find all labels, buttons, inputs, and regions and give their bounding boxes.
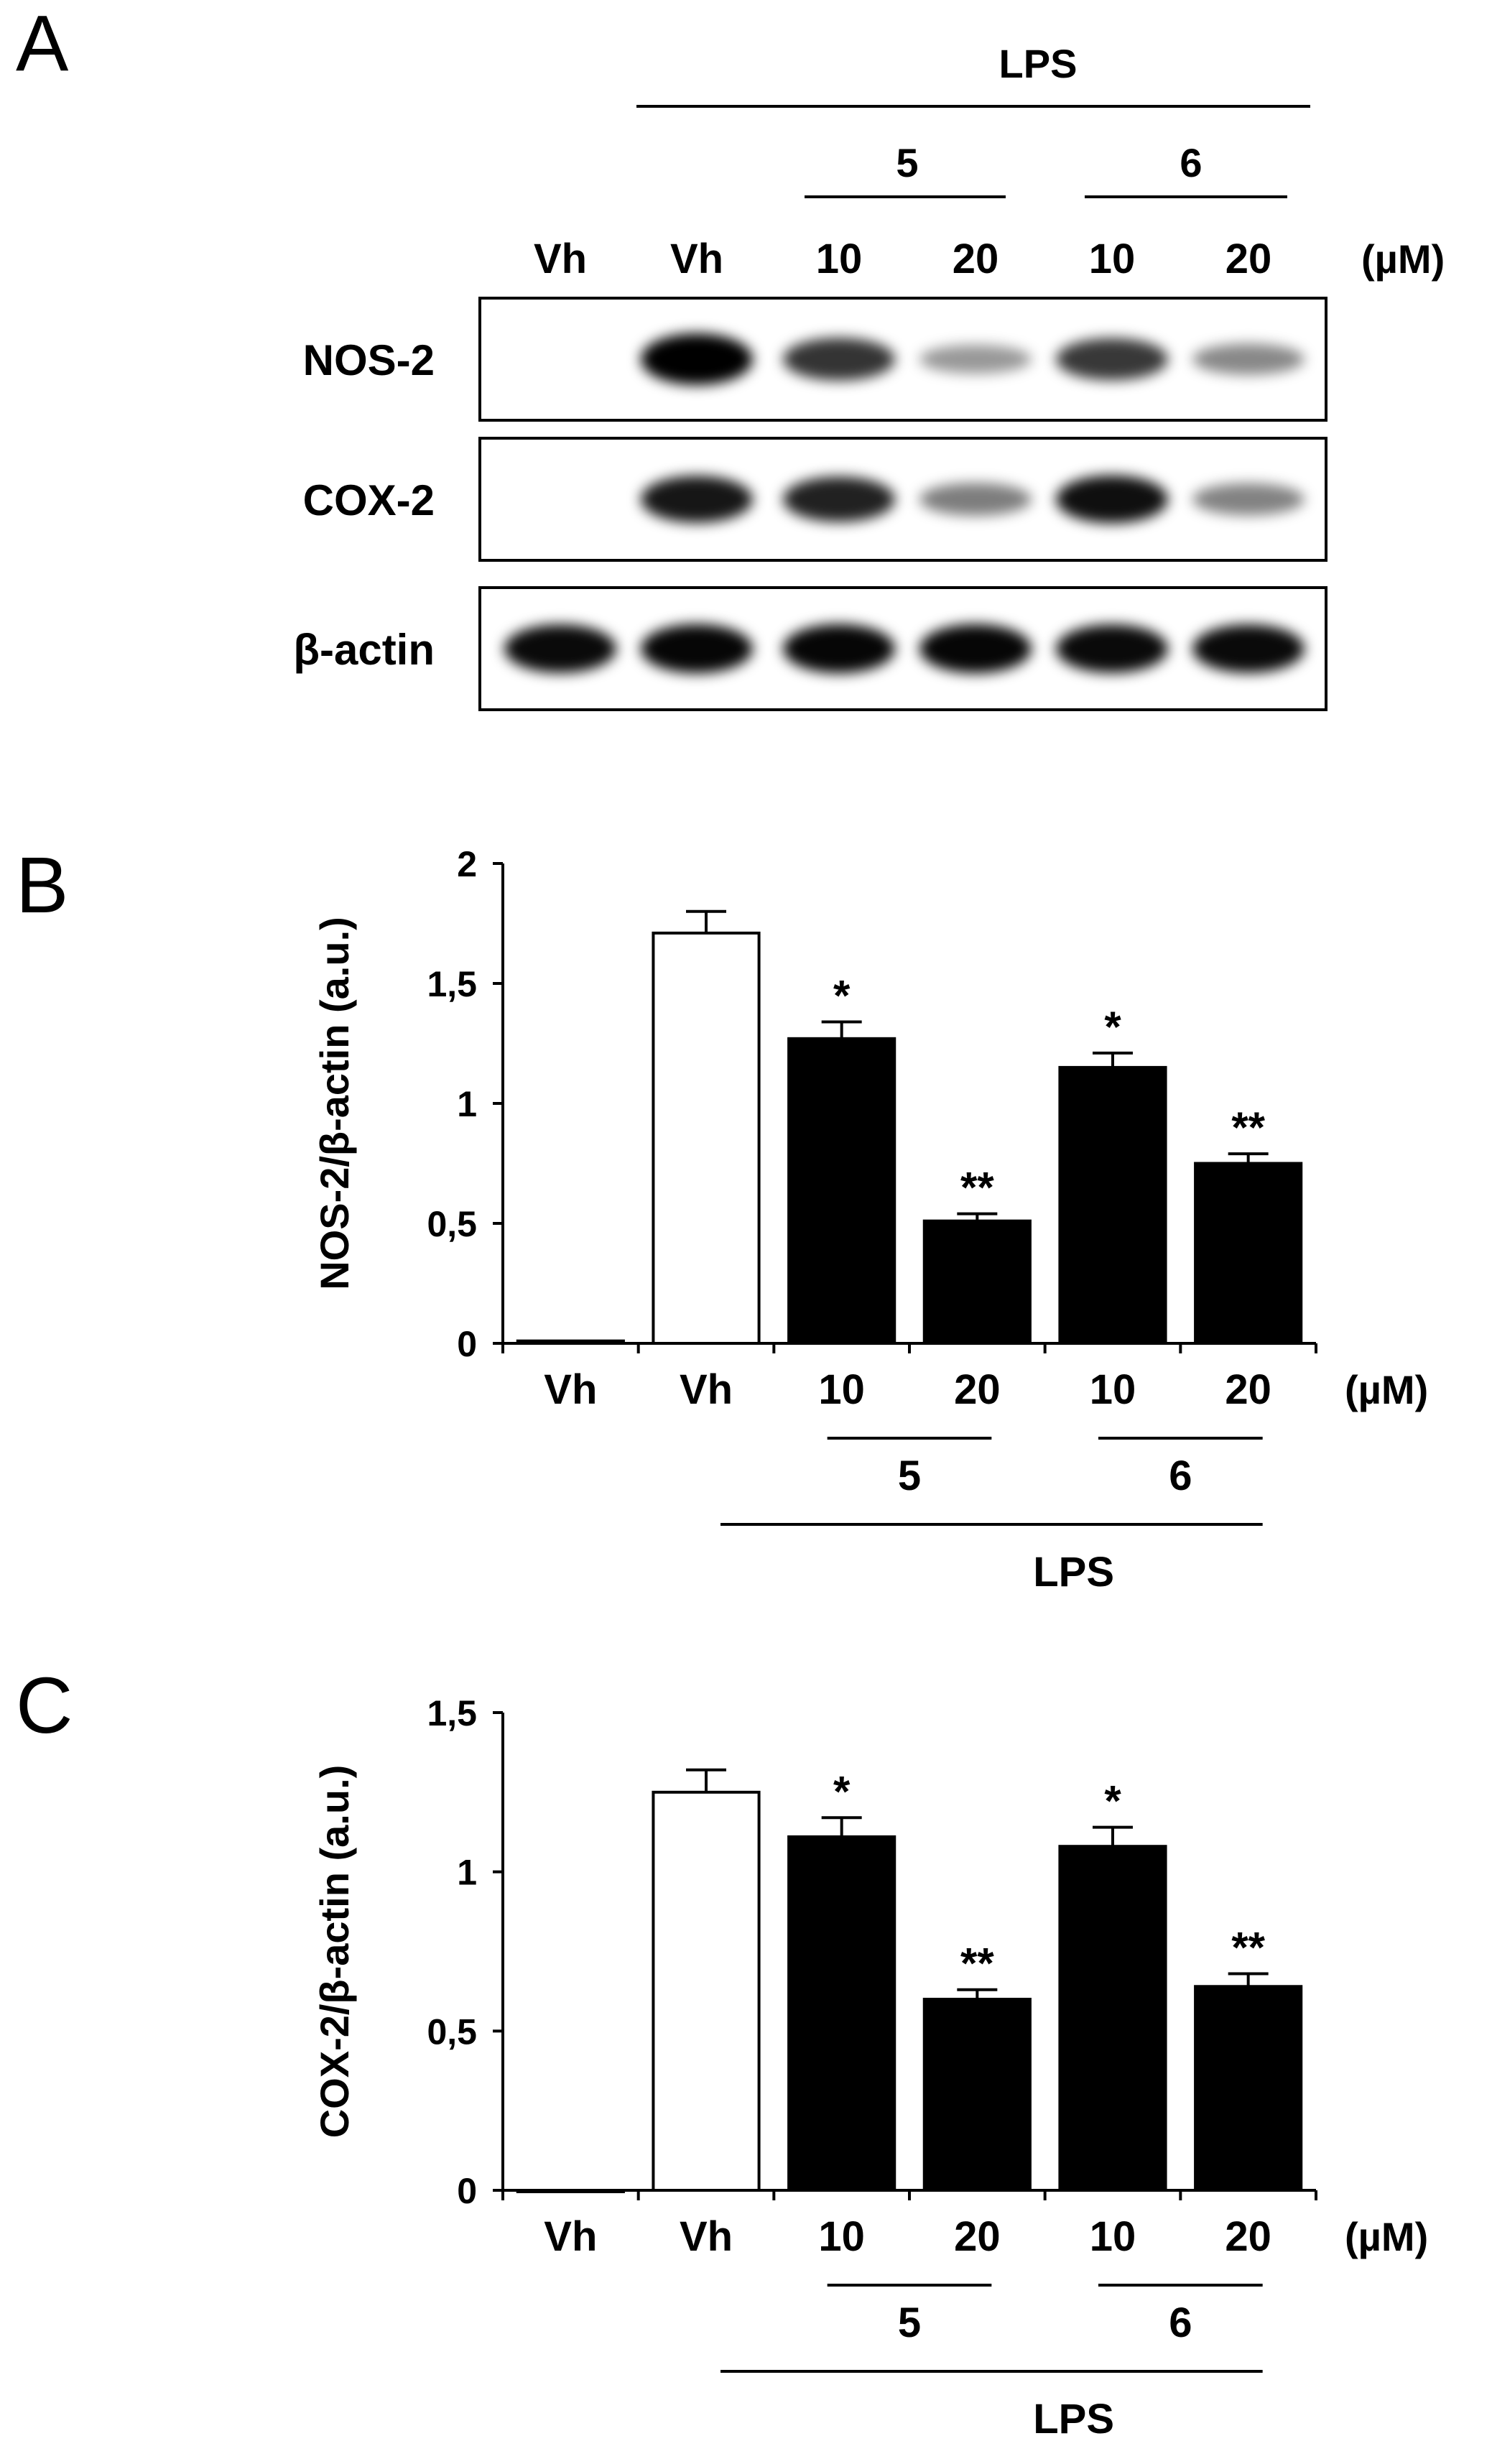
bar <box>652 931 761 1345</box>
x-tick-label: Vh <box>544 1366 597 1413</box>
blot-band <box>504 624 616 673</box>
blot-band <box>919 483 1032 516</box>
y-tick-label: 1,5 <box>427 1693 477 1733</box>
y-tick-label: 1,5 <box>427 964 477 1004</box>
x-tick-label: Vh <box>680 2213 733 2260</box>
blot-lane-labels: Vh Vh 10 20 10 20 <box>534 236 1271 282</box>
y-tick-label: 0,5 <box>427 1204 477 1244</box>
blot-row: β-actin <box>293 586 1327 711</box>
bar <box>1058 1065 1167 1346</box>
x-tick-label: 20 <box>1225 2213 1271 2260</box>
bar <box>787 1037 896 1345</box>
group-label: 6 <box>1169 1453 1192 1499</box>
x-tick-label: Vh <box>544 2213 597 2260</box>
blot-lane-label: 20 <box>1225 236 1272 282</box>
blot-lane-label: Vh <box>670 236 723 282</box>
panel-b-letter: B <box>16 841 68 930</box>
blot-row: COX-2 <box>303 437 1327 562</box>
blot-frame <box>478 297 1327 422</box>
panel-a-letter: A <box>16 0 69 88</box>
blot-row-label: β-actin <box>293 626 435 674</box>
blot-band <box>783 476 895 522</box>
lps-label: LPS <box>1033 2396 1114 2442</box>
blot-lane-label: 10 <box>816 236 863 282</box>
x-tick-label: 10 <box>818 1366 865 1413</box>
blot-frame <box>478 586 1327 711</box>
x-tick-label: 10 <box>818 2213 865 2260</box>
y-tick-label: 1 <box>457 1853 477 1893</box>
blot-lane-label: Vh <box>534 236 587 282</box>
significance-marker: * <box>1104 1003 1121 1051</box>
group-label: 5 <box>898 1453 921 1499</box>
x-tick-label: 20 <box>954 2213 1001 2260</box>
blot-lane-label: 10 <box>1089 236 1136 282</box>
y-axis-title: NOS-2/β-actin (a.u.) <box>312 917 357 1290</box>
blot-band <box>1192 624 1305 673</box>
blot-rows: NOS-2 COX-2 β-actin <box>293 297 1327 711</box>
x-tick-label: 10 <box>1090 1366 1136 1413</box>
bar <box>1194 1985 1303 2192</box>
bar <box>922 1219 1032 1346</box>
blot-band <box>919 624 1032 674</box>
bar <box>516 1339 625 1346</box>
panel-c-letter: C <box>16 1662 73 1750</box>
blot-lps-label: LPS <box>999 41 1078 86</box>
y-tick-label: 2 <box>457 844 477 884</box>
y-tick-label: 1 <box>457 1084 477 1124</box>
bar <box>787 1835 896 2192</box>
significance-marker: ** <box>960 1164 994 1212</box>
blot-compound-6-label: 6 <box>1180 140 1202 185</box>
blot-band <box>641 624 753 674</box>
bar <box>516 2189 625 2193</box>
panel-c-chart: C 0 0,5 1 1,5 COX-2/β-actin (a.u.) Vh Vh * 10 ** 2… <box>16 1662 1428 2442</box>
blot-unit-label: (µM) <box>1361 236 1445 282</box>
significance-marker: ** <box>1231 1924 1265 1972</box>
blot-band <box>783 338 895 381</box>
blot-band <box>1056 624 1168 673</box>
blot-band <box>641 333 753 385</box>
cox2-bar-chart: 0 0,5 1 1,5 COX-2/β-actin (a.u.) Vh Vh * 10 ** 20 *… <box>312 1693 1428 2442</box>
x-unit-label: (µM) <box>1345 2214 1428 2259</box>
y-tick-label: 0 <box>457 1324 477 1364</box>
nos2-bar-chart: 0 0,5 1 1,5 2 NOS-2/β-actin (a.u.) Vh Vh * 10 ** 20… <box>312 844 1428 1595</box>
blot-row-label: COX-2 <box>303 476 435 524</box>
panel-a-western-blot: A LPS 5 6 Vh Vh 10 20 10 20 (µM) NOS-2 COX-2 β-… <box>16 0 1445 711</box>
y-tick-label: 0,5 <box>427 2011 477 2052</box>
significance-marker: * <box>1104 1777 1121 1825</box>
bar <box>1058 1845 1167 2192</box>
blot-row-label: NOS-2 <box>303 336 435 384</box>
blot-band <box>1192 483 1305 516</box>
x-tick-label: 10 <box>1090 2213 1136 2260</box>
significance-marker: ** <box>960 1940 994 1988</box>
significance-marker: * <box>833 971 851 1019</box>
lps-label: LPS <box>1033 1549 1114 1595</box>
blot-band <box>1056 475 1168 524</box>
x-tick-label: 20 <box>1225 1366 1271 1413</box>
bar <box>652 1790 761 2192</box>
blot-band <box>1192 343 1305 375</box>
y-tick-label: 0 <box>457 2171 477 2211</box>
bar <box>922 1998 1032 2192</box>
y-axis-title: COX-2/β-actin (a.u.) <box>312 1765 357 2139</box>
significance-marker: * <box>833 1767 851 1815</box>
blot-compound-5-label: 5 <box>896 140 918 185</box>
group-label: 5 <box>898 2299 921 2346</box>
significance-marker: ** <box>1231 1103 1265 1152</box>
blot-band <box>919 344 1032 374</box>
x-tick-label: 20 <box>954 1366 1001 1413</box>
blot-band <box>783 624 895 674</box>
blot-frame <box>478 437 1327 562</box>
x-tick-label: Vh <box>680 1366 733 1413</box>
blot-lane-label: 20 <box>953 236 999 282</box>
blot-row: NOS-2 <box>303 297 1327 422</box>
blot-band <box>641 476 753 523</box>
blot-band <box>1056 338 1168 381</box>
x-unit-label: (µM) <box>1345 1367 1428 1412</box>
bar <box>1194 1162 1303 1345</box>
group-label: 6 <box>1169 2299 1192 2346</box>
